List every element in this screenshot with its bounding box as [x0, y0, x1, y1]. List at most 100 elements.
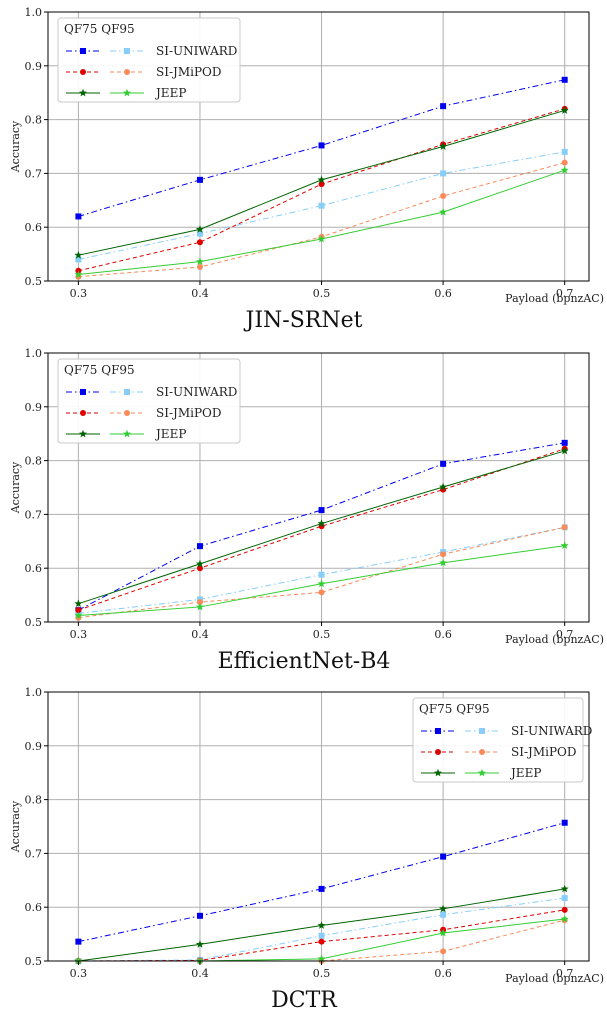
data-point [560, 914, 569, 923]
data-point [561, 76, 568, 83]
data-point [196, 543, 203, 550]
series-line-si-jmipod-qf75 [78, 448, 565, 611]
data-point [317, 579, 326, 588]
data-point [560, 446, 569, 455]
legend-marker [124, 410, 130, 416]
series-line-si-uniward-qf95 [78, 151, 565, 260]
data-point [74, 611, 83, 619]
y-tick-label: 0.8 [25, 455, 43, 468]
data-point [440, 103, 447, 110]
data-point [440, 911, 447, 918]
data-point [196, 599, 203, 606]
y-axis-label: Accuracy [9, 800, 22, 853]
plot-frame [47, 352, 590, 623]
x-tick-label: 0.5 [313, 287, 331, 300]
data-point [74, 250, 83, 259]
data-point [196, 264, 203, 271]
data-point [440, 170, 447, 177]
y-tick-label: 0.6 [25, 221, 43, 234]
legend-label: SI-UNIWARD [156, 44, 237, 58]
y-tick-label: 0.7 [25, 508, 43, 521]
data-point [317, 954, 326, 963]
data-point [560, 165, 569, 174]
legend-marker [124, 48, 130, 54]
legend-marker [80, 410, 86, 416]
legend-label: SI-JMiPOD [156, 65, 221, 79]
legend-box [57, 17, 241, 103]
legend-header: QF75 QF95 [64, 363, 135, 377]
data-point [561, 148, 568, 155]
legend-marker [80, 48, 86, 54]
legend-marker [123, 88, 131, 97]
data-point [439, 482, 448, 491]
x-axis-label: Payload (bpnzAC) [505, 292, 604, 305]
y-tick-label: 0.5 [25, 616, 43, 629]
data-point [195, 940, 204, 948]
legend-header: QF75 QF95 [64, 22, 135, 36]
legend-marker [124, 389, 130, 395]
data-point [75, 938, 82, 945]
data-point [196, 176, 203, 183]
plot-frame [47, 691, 590, 962]
x-tick-label: 0.6 [434, 287, 452, 300]
data-point [439, 928, 448, 937]
legend-label: JEEP [154, 427, 186, 441]
chart-title: JIN-SRNet [244, 308, 363, 333]
data-point [561, 524, 568, 531]
legend-marker [435, 749, 441, 755]
legend-marker [79, 88, 87, 97]
data-point [439, 207, 448, 216]
y-axis-label: Accuracy [9, 461, 22, 514]
data-point [440, 853, 447, 860]
data-point [440, 460, 447, 467]
data-point [318, 938, 325, 945]
data-point [317, 519, 326, 527]
x-tick-label: 0.6 [434, 967, 452, 980]
x-tick-label: 0.7 [556, 287, 574, 300]
x-tick-label: 0.5 [313, 628, 331, 641]
x-tick-label: 0.5 [313, 967, 331, 980]
x-axis-label: Payload (bpnzAC) [505, 633, 604, 646]
legend-label: SI-JMiPOD [156, 406, 221, 420]
y-tick-label: 0.9 [25, 60, 43, 73]
legend-label: SI-UNIWARD [156, 385, 237, 399]
data-point [440, 192, 447, 199]
legend-label: SI-JMiPOD [511, 745, 576, 759]
legend-marker [80, 389, 86, 395]
legend-marker [478, 768, 486, 777]
y-tick-label: 0.7 [25, 167, 43, 180]
data-point [75, 256, 82, 263]
legend-label: SI-UNIWARD [511, 724, 592, 738]
legend-marker [479, 728, 485, 734]
legend-label: JEEP [509, 766, 541, 780]
series-line-si-jmipod-qf95 [78, 919, 565, 962]
y-axis-label: Accuracy [9, 120, 22, 173]
y-tick-label: 0.9 [25, 740, 43, 753]
data-point [561, 439, 568, 446]
data-point [318, 142, 325, 149]
legend-header: QF75 QF95 [419, 702, 490, 716]
data-point [561, 819, 568, 826]
y-tick-label: 0.6 [25, 562, 43, 575]
series-line-si-jmipod-qf95 [78, 526, 565, 619]
chart-panel-2: 0.50.60.70.80.91.00.3 0.4 0.5 0.6 0.7Accurac… [9, 347, 604, 674]
data-point [440, 551, 447, 558]
data-point [196, 230, 203, 237]
data-point [560, 541, 569, 549]
data-point [195, 257, 204, 266]
y-tick-label: 1.0 [25, 6, 43, 19]
x-tick-label: 0.7 [556, 967, 574, 980]
x-tick-label: 0.4 [191, 287, 209, 300]
data-point [317, 175, 326, 184]
chart-panel-1: 0.50.60.70.80.91.00.3 0.4 0.5 0.6 0.7Accurac… [9, 6, 604, 333]
data-point [318, 181, 325, 188]
x-tick-label: 0.3 [70, 628, 88, 641]
legend-marker [479, 749, 485, 755]
plot-frame [47, 11, 590, 282]
data-point [318, 885, 325, 892]
data-point [196, 239, 203, 246]
legend: QF75 QF95 SI-UNIWARD SI-JMiPOD JEEP [412, 697, 592, 783]
data-point [74, 599, 83, 608]
x-axis-label: Payload (bpnzAC) [505, 972, 604, 985]
legend-marker [123, 429, 131, 438]
